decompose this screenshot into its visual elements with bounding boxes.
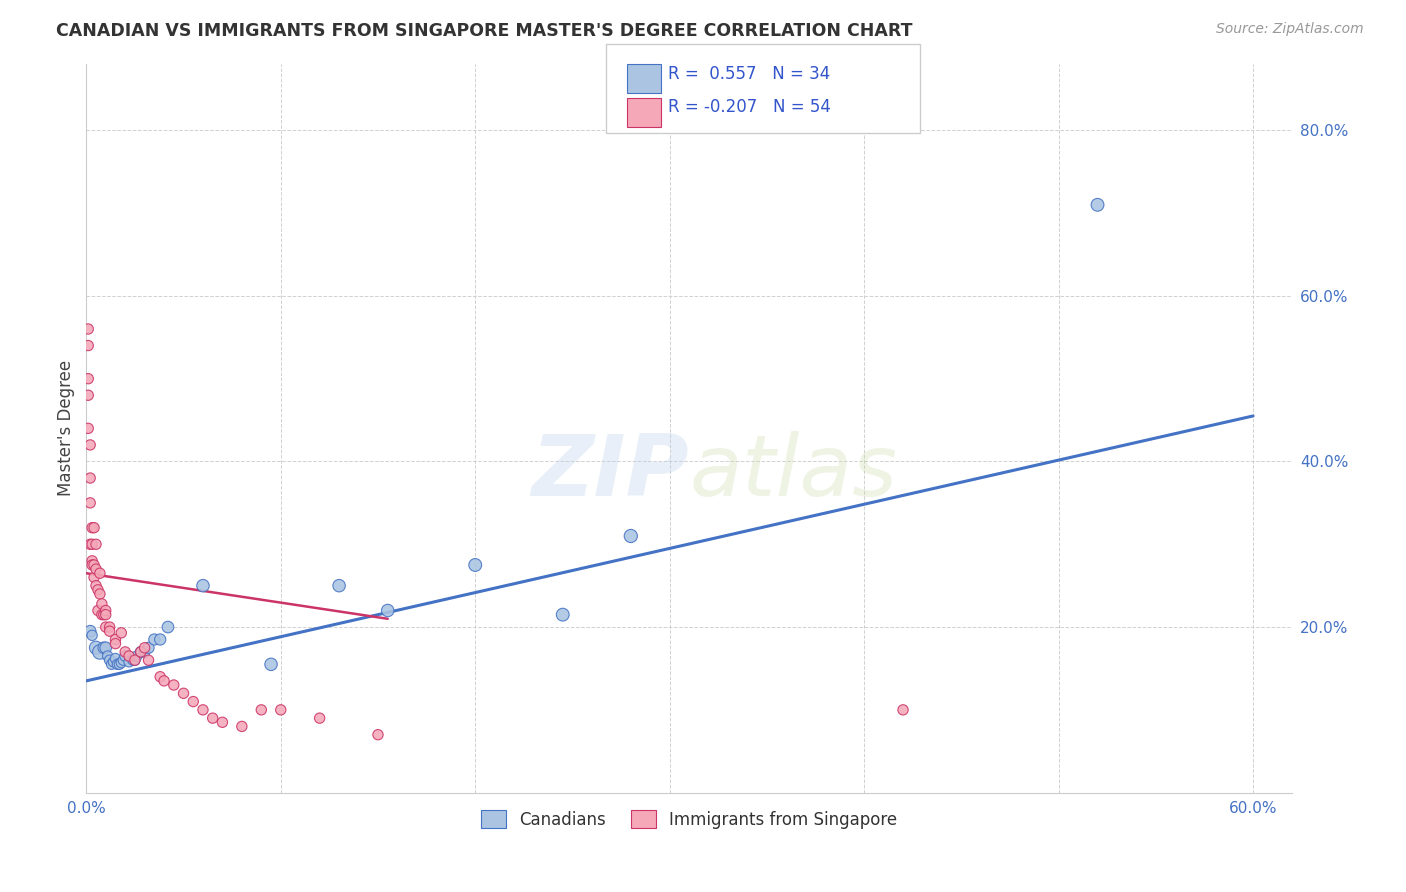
Point xyxy=(94,640,117,655)
Point xyxy=(138,653,160,667)
Point xyxy=(77,421,100,435)
Point xyxy=(93,607,115,622)
Point xyxy=(108,657,131,672)
Point xyxy=(367,728,389,742)
Point xyxy=(107,657,129,672)
Point xyxy=(104,632,127,647)
Point xyxy=(77,372,100,386)
Point xyxy=(110,656,132,670)
Point xyxy=(201,711,224,725)
Text: atlas: atlas xyxy=(689,431,897,514)
Point xyxy=(118,655,141,669)
Point xyxy=(104,651,127,665)
Point xyxy=(464,558,486,572)
Point xyxy=(77,388,100,402)
Point xyxy=(1087,198,1109,212)
Point xyxy=(156,620,179,634)
Point xyxy=(79,537,101,551)
Point xyxy=(82,628,104,642)
Point xyxy=(149,670,172,684)
Point xyxy=(377,603,399,617)
Point xyxy=(149,632,172,647)
Point xyxy=(129,645,152,659)
Point xyxy=(620,529,643,543)
Point xyxy=(308,711,330,725)
Point xyxy=(122,653,145,667)
Point xyxy=(250,703,273,717)
Point xyxy=(90,597,112,611)
Point xyxy=(260,657,283,672)
Point xyxy=(112,653,135,667)
Point xyxy=(134,640,156,655)
Point xyxy=(94,620,117,634)
Point xyxy=(143,632,166,647)
Point xyxy=(118,648,141,663)
Point xyxy=(124,653,146,667)
Point xyxy=(89,645,111,659)
Point xyxy=(87,603,110,617)
Text: R = -0.207   N = 54: R = -0.207 N = 54 xyxy=(668,98,831,116)
Point xyxy=(89,587,111,601)
Point xyxy=(110,625,132,640)
Point xyxy=(114,648,136,663)
Point xyxy=(94,607,117,622)
Point xyxy=(84,640,107,655)
Point xyxy=(82,554,104,568)
Point xyxy=(103,655,125,669)
Point xyxy=(191,703,214,717)
Point xyxy=(82,537,104,551)
Point xyxy=(82,521,104,535)
Legend: Canadians, Immigrants from Singapore: Canadians, Immigrants from Singapore xyxy=(474,804,904,835)
Point xyxy=(231,719,253,733)
Point xyxy=(153,673,176,688)
Text: R =  0.557   N = 34: R = 0.557 N = 34 xyxy=(668,65,830,83)
Point xyxy=(100,657,122,672)
Point xyxy=(891,703,914,717)
Point xyxy=(181,695,204,709)
Point xyxy=(83,570,105,584)
Point xyxy=(97,648,120,663)
Point xyxy=(83,521,105,535)
Point xyxy=(89,566,111,581)
Point xyxy=(87,582,110,597)
Point xyxy=(125,648,148,663)
Point xyxy=(551,607,574,622)
Point xyxy=(98,624,121,639)
Point xyxy=(134,645,156,659)
Point xyxy=(93,640,115,655)
Y-axis label: Master's Degree: Master's Degree xyxy=(58,360,75,497)
Point xyxy=(270,703,292,717)
Point xyxy=(94,603,117,617)
Point xyxy=(79,624,101,639)
Text: CANADIAN VS IMMIGRANTS FROM SINGAPORE MASTER'S DEGREE CORRELATION CHART: CANADIAN VS IMMIGRANTS FROM SINGAPORE MA… xyxy=(56,22,912,40)
Point xyxy=(104,637,127,651)
Point xyxy=(129,645,152,659)
Point xyxy=(79,496,101,510)
Point xyxy=(173,686,195,700)
Point xyxy=(90,607,112,622)
Point xyxy=(163,678,186,692)
Point xyxy=(79,438,101,452)
Point xyxy=(79,471,101,485)
Point xyxy=(84,537,107,551)
Point xyxy=(114,645,136,659)
Point xyxy=(77,322,100,336)
Point xyxy=(98,620,121,634)
Text: ZIP: ZIP xyxy=(531,431,689,514)
Point xyxy=(124,653,146,667)
Point xyxy=(98,653,121,667)
Point xyxy=(138,640,160,655)
Point xyxy=(82,558,104,572)
Point xyxy=(84,562,107,576)
Point xyxy=(84,579,107,593)
Point xyxy=(83,558,105,572)
Point xyxy=(191,579,214,593)
Point xyxy=(77,338,100,352)
Point xyxy=(328,579,350,593)
Text: Source: ZipAtlas.com: Source: ZipAtlas.com xyxy=(1216,22,1364,37)
Point xyxy=(211,715,233,730)
